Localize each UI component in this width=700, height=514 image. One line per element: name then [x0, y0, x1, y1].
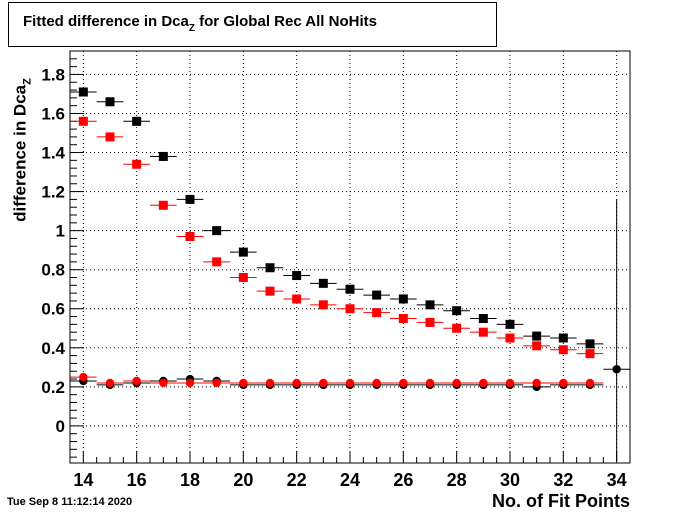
y-tick-label: 1 [56, 222, 65, 241]
data-point-square [132, 116, 142, 126]
data-point-circle [505, 378, 515, 388]
data-point-circle [105, 378, 115, 388]
data-point-circle [425, 378, 435, 388]
data-point-circle [185, 378, 195, 388]
x-tick-label: 16 [127, 470, 147, 490]
data-point-square [105, 132, 115, 142]
y-axis-label-main: difference in Dca [10, 84, 30, 222]
y-tick-label: 1.6 [41, 104, 65, 123]
plot-frame [69, 50, 631, 464]
data-point-square [372, 308, 382, 318]
chart-title: Fitted difference in DcaZ for Global Rec… [23, 13, 377, 34]
data-point-square [132, 159, 142, 169]
data-point-square [292, 271, 302, 281]
data-point-square [532, 341, 542, 351]
data-point-circle [212, 378, 221, 388]
y-tick-label: 0.2 [41, 378, 65, 397]
data-point-square [318, 278, 328, 288]
data-point-square [558, 333, 568, 343]
data-point-circle [532, 378, 541, 388]
y-tick-label: 1.4 [41, 144, 65, 163]
timestamp: Tue Sep 8 11:12:14 2020 [7, 496, 133, 508]
title-box: Fitted difference in DcaZ for Global Rec… [8, 2, 497, 47]
x-tick-label: 20 [233, 470, 253, 490]
data-point-square [265, 263, 275, 273]
chart-title-tail: for Global Rec All NoHits [194, 13, 377, 30]
data-point-square [585, 349, 595, 359]
y-tick-label: 1.8 [41, 65, 65, 84]
data-point-square [425, 317, 435, 327]
data-point-square [505, 333, 515, 343]
y-tick-label: 0 [56, 417, 65, 436]
data-point-square [585, 339, 595, 349]
data-point-circle [399, 378, 408, 388]
y-tick-label: 0.8 [41, 261, 65, 280]
x-tick-label: 22 [287, 470, 307, 490]
data-point-square [318, 300, 328, 310]
data-point-square [425, 300, 435, 310]
data-point-circle [239, 378, 248, 388]
y-axis-label-sub: Z [21, 78, 34, 85]
y-tick-label: 1.2 [41, 183, 65, 202]
data-point-circle [265, 378, 275, 388]
data-point-circle [319, 378, 328, 388]
data-point-square [478, 327, 488, 337]
y-tick-label: 0.6 [41, 300, 65, 319]
data-point-circle [132, 376, 141, 386]
data-point-square [238, 247, 248, 257]
data-point-square [292, 294, 302, 304]
data-point-square [505, 319, 515, 329]
data-point-square [105, 97, 115, 107]
x-tick-label: 30 [500, 470, 520, 490]
data-point-circle [159, 378, 168, 388]
data-point-circle [292, 378, 301, 388]
data-point-circle [452, 378, 461, 388]
y-axis-label: difference in DcaZ [11, 78, 34, 222]
x-tick-label: 18 [180, 470, 200, 490]
data-point-square [452, 306, 462, 316]
data-point-square [238, 273, 248, 283]
data-point-square [212, 257, 222, 267]
data-point-square [532, 331, 542, 341]
data-point-square [158, 200, 168, 210]
data-point-square [345, 284, 355, 294]
data-point-square [398, 294, 408, 304]
x-axis-label: No. of Fit Points [492, 491, 630, 511]
data-point-square [78, 87, 88, 97]
data-point-square [212, 226, 222, 236]
data-point-circle [559, 378, 568, 388]
x-tick-label: 26 [393, 470, 413, 490]
data-point-circle [372, 378, 381, 388]
x-tick-label: 34 [607, 470, 627, 490]
data-point-square [185, 231, 195, 241]
data-point-square [558, 345, 568, 355]
x-tick-label: 32 [553, 470, 573, 490]
data-point-circle [79, 372, 88, 382]
chart-title-main: Fitted difference in Dca [23, 13, 189, 30]
data-point-square [78, 116, 88, 126]
x-tick-label: 24 [340, 470, 360, 490]
data-point-square [345, 304, 355, 314]
y-tick-label: 0.4 [41, 339, 65, 358]
x-tick-label: 28 [447, 470, 467, 490]
data-point-square [265, 286, 275, 296]
data-point-square [398, 314, 408, 324]
chart-title-sub: Z [188, 23, 195, 34]
data-point-square [478, 314, 488, 324]
data-point-square [185, 194, 195, 204]
data-point-square [372, 290, 382, 300]
data-point-square [158, 151, 168, 161]
data-point-circle [345, 378, 355, 388]
x-tick-label: 14 [73, 470, 93, 490]
data-point-square [452, 323, 462, 333]
data-point-circle [479, 378, 488, 388]
data-point-circle [585, 378, 595, 388]
